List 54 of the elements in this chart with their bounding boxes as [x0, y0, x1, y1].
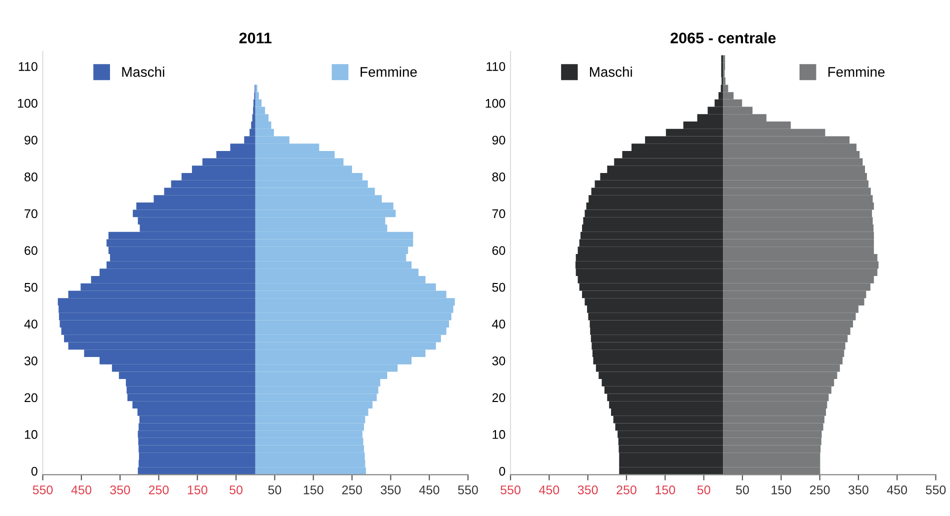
y-tick-label: 100 — [18, 98, 38, 108]
y-tick-label: 60 — [24, 246, 38, 255]
y-tick-label: 100 — [486, 98, 506, 108]
y-tick-label: 90 — [24, 136, 38, 145]
y-tick-label: 60 — [492, 246, 506, 255]
x-tick-label: 150 — [772, 485, 792, 494]
y-tick-label: 50 — [492, 282, 506, 292]
y-tick-label: 80 — [24, 172, 38, 182]
y-tick-label: 20 — [24, 393, 38, 402]
x-tick-label: 50 — [268, 485, 282, 494]
y-tick-label: 20 — [492, 393, 506, 402]
x-tick-label: 250 — [148, 485, 169, 494]
y-tick-label: 70 — [492, 209, 506, 218]
x-tick-label: 350 — [578, 485, 598, 494]
y-tick-label: 10 — [24, 430, 38, 439]
x-tick-label: 350 — [848, 485, 868, 494]
y-tick-label: 10 — [492, 430, 506, 439]
x-tick-label: 450 — [886, 485, 908, 494]
x-tick-label: 350 — [110, 485, 130, 494]
y-tick-label: 0 — [31, 466, 38, 476]
x-tick-label: 550 — [500, 485, 520, 494]
x-tick-label: 50 — [736, 485, 749, 494]
x-tick-label: 350 — [380, 485, 401, 494]
x-tick-label: 150 — [304, 485, 324, 494]
y-tick-label: 40 — [24, 320, 38, 329]
x-tick-label: 450 — [71, 485, 92, 494]
y-tick-label: 80 — [492, 172, 506, 182]
y-tick-label: 0 — [499, 466, 506, 476]
x-tick-label: 450 — [539, 485, 560, 494]
chart-title: 2011 — [239, 32, 272, 44]
legend-label: Femmine — [360, 66, 417, 77]
legend-label: Maschi — [590, 66, 632, 77]
x-tick-label: 450 — [419, 485, 440, 494]
legend-label: Maschi — [122, 66, 164, 77]
x-tick-label: 550 — [458, 485, 478, 494]
x-tick-label: 250 — [342, 485, 362, 494]
x-tick-label: 550 — [32, 485, 53, 494]
y-tick-label: 30 — [492, 356, 506, 366]
x-tick-label: 50 — [230, 485, 243, 494]
x-tick-label: 250 — [810, 485, 830, 494]
x-tick-label: 150 — [656, 485, 676, 494]
x-tick-label: 150 — [188, 485, 208, 494]
legend-label: Femmine — [828, 66, 885, 77]
y-tick-label: 90 — [492, 136, 506, 145]
y-tick-label: 110 — [486, 62, 506, 71]
y-tick-label: 110 — [18, 62, 38, 71]
y-tick-label: 30 — [24, 356, 38, 366]
y-tick-label: 70 — [24, 209, 38, 218]
x-tick-label: 550 — [926, 485, 946, 494]
y-tick-label: 50 — [24, 282, 38, 292]
y-tick-label: 40 — [492, 320, 506, 329]
x-tick-label: 50 — [697, 485, 710, 494]
chart-title: 2065 - centrale — [670, 32, 776, 44]
x-tick-label: 250 — [616, 485, 636, 494]
